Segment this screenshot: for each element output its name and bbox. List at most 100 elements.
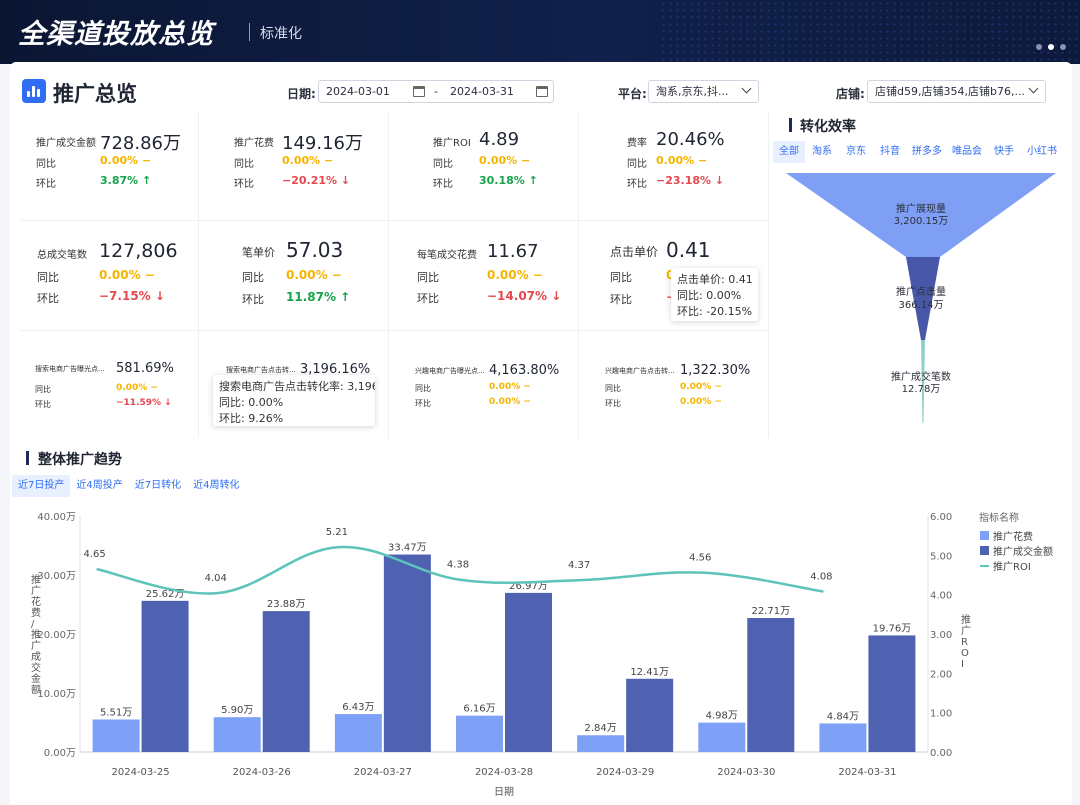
kpi-label: 点击单价 bbox=[610, 245, 659, 259]
y2-tick-label: 1.00 bbox=[930, 709, 952, 720]
kpi-label: 总成交笔数 bbox=[37, 250, 87, 261]
bar-spend bbox=[334, 714, 382, 752]
chart-logo-icon bbox=[22, 79, 46, 103]
roi-point-label: 4.38 bbox=[447, 560, 469, 571]
funnel-stage-orders[interactable] bbox=[921, 340, 925, 423]
roi-point-label: 4.04 bbox=[205, 573, 227, 584]
mom-label: 环比 bbox=[627, 179, 647, 190]
tooltip-line: 同比: 0.00% bbox=[677, 289, 742, 302]
yoy-value: 0.00% − bbox=[100, 154, 152, 167]
y-axis-title-char: 交 bbox=[31, 661, 41, 674]
legend-swatch bbox=[980, 531, 989, 540]
chart-bars: 5.51万 25.62万 5.90万 23.88万 6.43万 33.47万 6.16万 26… bbox=[92, 543, 916, 752]
kpi-label: 费率 bbox=[627, 138, 647, 149]
y2-tick-label: 4.00 bbox=[930, 591, 952, 602]
funnel-tab[interactable]: 抖音 bbox=[880, 146, 900, 157]
y-tick-label: 20.00万 bbox=[37, 630, 76, 641]
x-axis-ticks: 2024-03-25 2024-03-26 2024-03-27 2024-03-28… bbox=[112, 767, 897, 778]
section-marker bbox=[789, 118, 792, 132]
bar-gmv-label: 22.71万 bbox=[751, 606, 790, 617]
funnel-stage-name: 推广展现量 bbox=[896, 202, 946, 215]
trend-tab[interactable]: 近4周转化 bbox=[193, 480, 240, 491]
x-tick-label: 2024-03-29 bbox=[596, 767, 654, 778]
trend-tab[interactable]: 近4周投产 bbox=[76, 480, 123, 491]
shop-select[interactable]: 店铺d59,店铺354,店铺b76,... bbox=[867, 80, 1046, 103]
yoy-value: 0.00% − bbox=[479, 154, 531, 167]
grid-divider bbox=[768, 112, 769, 438]
dashboard-subtitle: 标准化 bbox=[260, 26, 302, 42]
x-tick-label: 2024-03-30 bbox=[717, 767, 775, 778]
grid-divider bbox=[578, 112, 579, 438]
page-dot[interactable] bbox=[1060, 44, 1066, 50]
bar-spend bbox=[456, 715, 503, 752]
bar-gmv bbox=[626, 678, 674, 752]
mom-value: 0.00% − bbox=[680, 397, 722, 407]
funnel-tab[interactable]: 拼多多 bbox=[912, 146, 942, 157]
kpi-value: 20.46% bbox=[656, 129, 725, 150]
funnel-tab[interactable]: 小红书 bbox=[1027, 146, 1057, 157]
platform-select[interactable]: 淘系,京东,抖... bbox=[648, 80, 759, 103]
calendar-icon[interactable] bbox=[413, 86, 425, 97]
grid-divider bbox=[198, 112, 199, 438]
kpi-label: 兴趣电商广告点击转... bbox=[605, 367, 675, 375]
mom-label: 环比 bbox=[605, 399, 621, 408]
x-tick-label: 2024-03-25 bbox=[112, 767, 170, 778]
date-end[interactable]: 2024-03-31 bbox=[450, 85, 514, 98]
tooltip-line: 环比: 9.26% bbox=[219, 412, 284, 425]
bar-spend-label: 2.84万 bbox=[585, 723, 617, 734]
roi-point-label: 5.21 bbox=[326, 527, 348, 538]
y2-tick-label: 2.00 bbox=[930, 669, 952, 680]
funnel-tab[interactable]: 全部 bbox=[773, 141, 805, 163]
yoy-label: 同比 bbox=[234, 159, 254, 170]
bar-gmv bbox=[383, 554, 431, 752]
funnel-chart: 推广展现量 3,200.15万 推广点击量 366.14万 推广成交笔数 12.… bbox=[786, 173, 1056, 423]
bar-spend bbox=[698, 722, 746, 752]
funnel-stage-impressions[interactable] bbox=[786, 173, 1056, 257]
grid-divider bbox=[20, 220, 768, 221]
x-tick-label: 2024-03-28 bbox=[475, 767, 533, 778]
mom-value: 3.87% ↑ bbox=[100, 174, 152, 187]
bar-gmv-label: 19.76万 bbox=[873, 623, 912, 634]
mom-value: −7.15% ↓ bbox=[99, 289, 165, 303]
yoy-label: 同比 bbox=[433, 159, 453, 170]
bar-gmv-label: 25.62万 bbox=[146, 589, 185, 600]
page-indicator[interactable] bbox=[1036, 44, 1066, 50]
bar-spend bbox=[213, 717, 261, 752]
date-start[interactable]: 2024-03-01 bbox=[326, 85, 390, 98]
funnel-tab[interactable]: 唯品会 bbox=[952, 146, 982, 157]
kpi-value: 149.16万 bbox=[282, 133, 363, 154]
funnel-stage-name: 推广成交笔数 bbox=[891, 370, 951, 383]
funnel-stage-clicks[interactable] bbox=[906, 257, 940, 340]
trend-period-tabs[interactable]: 近7日投产 近4周投产 近7日转化 近4周转化 bbox=[12, 475, 246, 497]
trend-chart: 0.00万 10.00万 20.00万 30.00万 40.00万 0.00 1.00 2.… bbox=[31, 511, 1053, 798]
bar-gmv-label: 33.47万 bbox=[388, 543, 427, 554]
trend-tab[interactable]: 近7日转化 bbox=[134, 480, 182, 491]
date-range-picker[interactable]: 2024-03-01 - 2024-03-31 bbox=[318, 80, 554, 103]
yoy-value: 0.00% − bbox=[282, 154, 334, 167]
kpi-value: 581.69% bbox=[116, 361, 174, 376]
date-separator: - bbox=[434, 85, 438, 98]
trend-tab[interactable]: 近7日投产 bbox=[12, 475, 71, 497]
y2-axis-title-char: O bbox=[961, 648, 969, 659]
page-dot-active[interactable] bbox=[1048, 44, 1054, 50]
mom-label: 环比 bbox=[610, 293, 632, 306]
funnel-platform-tabs[interactable]: 全部 淘系 京东 抖音 拼多多 唯品会 快手 小红书 bbox=[773, 141, 1063, 163]
yoy-value: 0.00% − bbox=[680, 382, 722, 392]
dashboard-title: 全渠道投放总览 bbox=[18, 19, 214, 50]
kpi-value: 11.67 bbox=[487, 241, 539, 262]
shop-value: 店铺d59,店铺354,店铺b76,... bbox=[875, 85, 1025, 98]
tooltip-line: 同比: 0.00% bbox=[219, 396, 284, 409]
page-dot[interactable] bbox=[1036, 44, 1042, 50]
funnel-tab[interactable]: 快手 bbox=[994, 146, 1014, 157]
calendar-icon[interactable] bbox=[536, 86, 548, 97]
y2-tick-label: 5.00 bbox=[930, 551, 952, 562]
funnel-tab[interactable]: 淘系 bbox=[812, 146, 832, 157]
bar-gmv-label: 12.41万 bbox=[630, 667, 669, 678]
y-tick-label: 10.00万 bbox=[37, 689, 76, 700]
funnel-tab[interactable]: 京东 bbox=[846, 146, 866, 157]
section-marker bbox=[26, 451, 29, 465]
funnel-stage-value: 3,200.15万 bbox=[894, 216, 949, 227]
yoy-value: 0.00% − bbox=[656, 154, 708, 167]
tooltip-line: 点击单价: 0.41 bbox=[677, 273, 753, 286]
